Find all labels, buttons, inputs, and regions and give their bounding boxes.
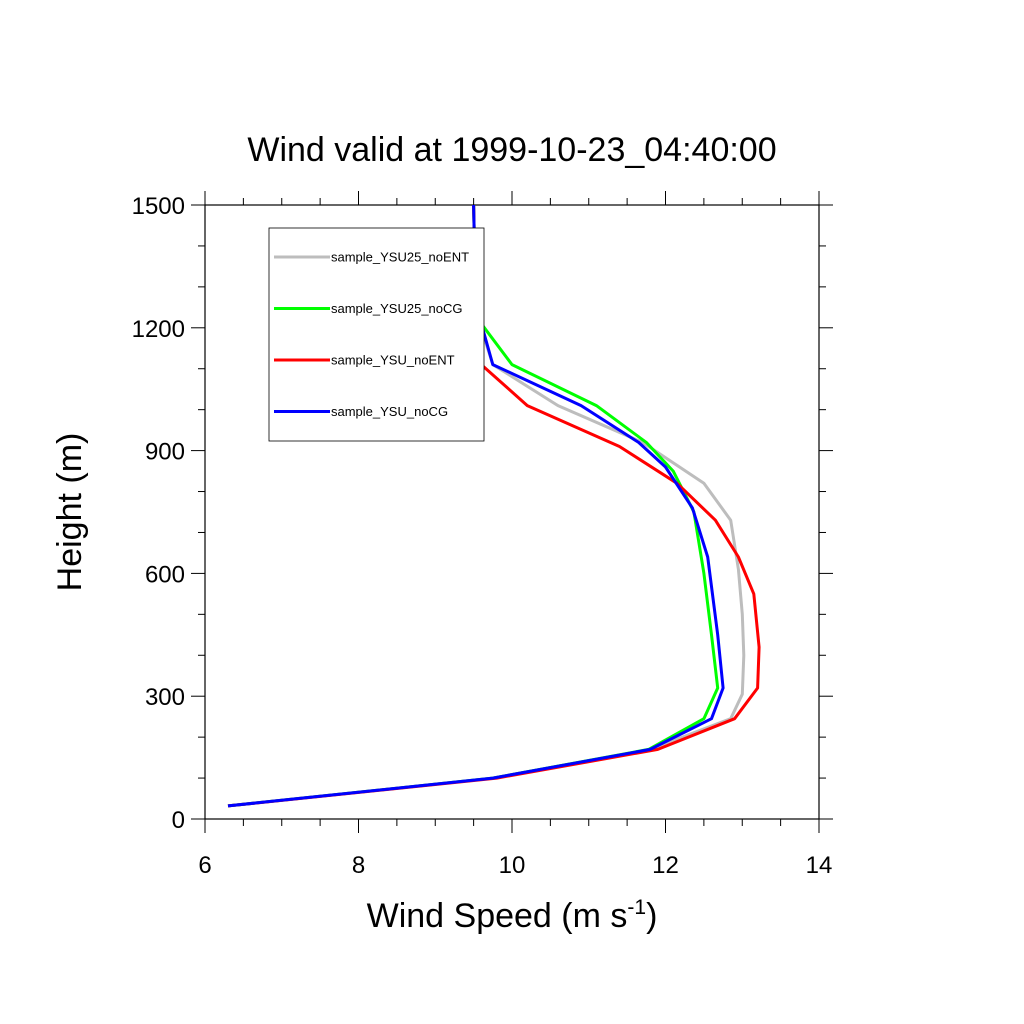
y-tick-labels: 0 300 600 900 1200 1500 xyxy=(132,193,185,834)
x-tick-label: 10 xyxy=(499,852,526,879)
x-tick-label: 12 xyxy=(652,852,679,879)
x-axis-label-main: Wind Speed (m s xyxy=(367,897,628,935)
y-tick-label: 1500 xyxy=(132,193,185,220)
y-axis-label: Height (m) xyxy=(51,433,89,592)
x-tick-label: 14 xyxy=(806,852,833,879)
y-tick-label: 0 xyxy=(172,807,185,834)
major-ticks xyxy=(191,191,833,833)
x-tick-label: 8 xyxy=(352,852,365,879)
chart-title: Wind valid at 1999-10-23_04:40:00 xyxy=(247,131,776,169)
minor-ticks xyxy=(198,198,826,826)
legend-label: sample_YSU_noENT xyxy=(331,353,455,368)
x-tick-labels: 6 8 10 12 14 xyxy=(198,852,832,879)
legend-label: sample_YSU25_noENT xyxy=(331,250,469,265)
y-tick-label: 900 xyxy=(145,439,185,466)
legend: sample_YSU25_noENT sample_YSU25_noCGsampl… xyxy=(268,227,485,442)
y-tick-label: 300 xyxy=(145,684,185,711)
legend-label: sample_YSU_noCG xyxy=(331,404,448,419)
x-axis-label-superscript: -1 xyxy=(627,896,646,919)
x-axis-label: Wind Speed (m s-1) xyxy=(367,896,658,935)
y-tick-label: 600 xyxy=(145,561,185,588)
series-line-sample_YSU_noCG xyxy=(227,204,725,808)
legend-box xyxy=(268,227,485,442)
legend-label: sample_YSU25_noCG xyxy=(331,301,463,316)
x-tick-label: 6 xyxy=(198,852,211,879)
x-axis-label-tail: ) xyxy=(646,897,657,935)
y-tick-label: 1200 xyxy=(132,316,185,343)
